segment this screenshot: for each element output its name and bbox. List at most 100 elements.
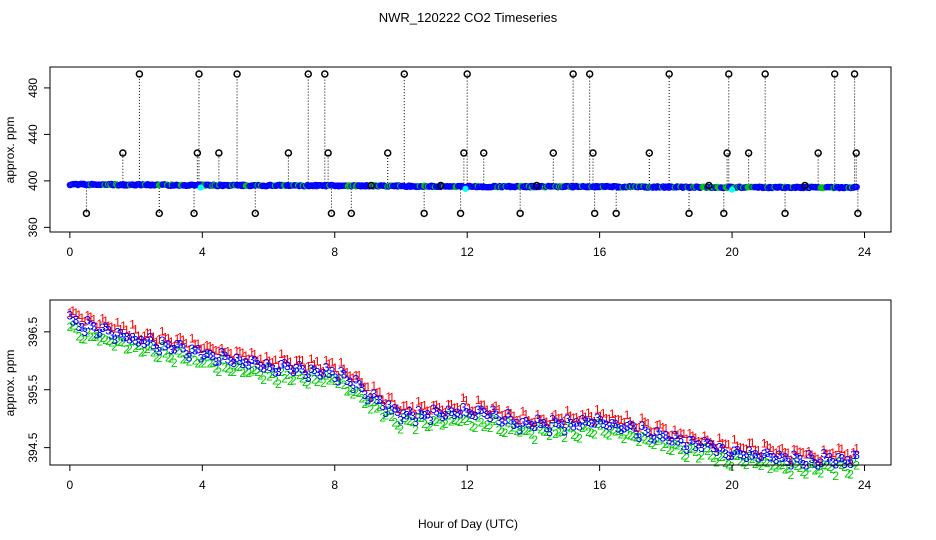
series-3-point: 3: [534, 412, 541, 426]
top-y-tick-label: 440: [26, 124, 40, 144]
series-1-point: 1: [147, 327, 154, 341]
series-2-point: 2: [159, 340, 166, 354]
series-1-point: 1: [296, 353, 303, 367]
spike-point: [420, 209, 428, 218]
series-3-point: 3: [826, 450, 833, 464]
series-2-point: 2: [707, 448, 714, 462]
series-1-point: 1: [853, 441, 860, 455]
series-1-point: 1: [770, 444, 777, 458]
series-2-point: 2: [552, 427, 559, 441]
series-2-point: 2: [719, 450, 726, 464]
series-2-point: 2: [511, 420, 518, 434]
series-1-point: 1: [686, 427, 693, 441]
series-1-point: 1: [433, 398, 440, 412]
series-2-point: 2: [147, 339, 154, 353]
series-2-point: 2: [186, 354, 193, 368]
series-3-point: 3: [618, 423, 625, 437]
series-1-point: 1: [370, 379, 377, 393]
series-2-point: 2: [806, 461, 813, 475]
series-1-point: 1: [210, 342, 217, 356]
series-3-point: 3: [344, 374, 351, 388]
series-1-point: 1: [707, 435, 714, 449]
series-2-point: 2: [785, 462, 792, 476]
series-3-point: 3: [224, 353, 231, 367]
series-3-point: 3: [716, 440, 723, 454]
series-1-point: 1: [254, 354, 261, 368]
series-2-point: 2: [132, 341, 139, 355]
series-3-point: 3: [651, 433, 658, 447]
series-3-point: 3: [683, 443, 690, 457]
series-1-point: 1: [180, 333, 187, 347]
series-2-point: 2: [683, 451, 690, 465]
series-1-point: 1: [674, 428, 681, 442]
series-3-point: 3: [156, 345, 163, 359]
series-2-point: 2: [850, 455, 857, 469]
series-3-point: 3: [162, 339, 169, 353]
series-1-point: 1: [248, 346, 255, 360]
spike-point: [590, 209, 599, 218]
series-1-point: 1: [359, 376, 366, 390]
series-3-point: 3: [183, 347, 190, 361]
series-2-point: 2: [204, 349, 211, 363]
series-1-point: 1: [722, 437, 729, 451]
series-1-point: 1: [421, 399, 428, 413]
series-2-point: 2: [508, 423, 515, 437]
series-2-point: 2: [564, 419, 571, 433]
series-3-point: 3: [540, 417, 547, 431]
series-1-point: 1: [335, 369, 342, 383]
series-2-point: 2: [585, 425, 592, 439]
series-3-point: 3: [704, 436, 711, 450]
series-3-point: 3: [803, 459, 810, 473]
series-1-point: 1: [767, 441, 774, 455]
series-3-point: 3: [466, 407, 473, 421]
series-3-point: 3: [588, 416, 595, 430]
spike-point: [304, 70, 313, 78]
series-3-point: 3: [78, 321, 85, 335]
series-1-point: 1: [731, 432, 738, 446]
series-3-point: 3: [338, 364, 345, 378]
spike-point: [463, 70, 471, 78]
spike-point: [532, 181, 541, 190]
series-3-point: 3: [216, 355, 223, 369]
series-3-point: 3: [192, 344, 199, 358]
spike-point: [82, 209, 91, 218]
series-3-point: 3: [719, 442, 726, 456]
series-1-point: 1: [242, 349, 249, 363]
series-1-point: 1: [81, 314, 88, 328]
series-1-point: 1: [466, 402, 473, 416]
spike-point: [852, 149, 860, 157]
series-3-point: 3: [779, 451, 786, 465]
series-3-point: 3: [567, 417, 574, 431]
series-3-point: 3: [809, 452, 816, 466]
series-1-point: 1: [680, 427, 687, 441]
series-1-point: 1: [600, 406, 607, 420]
spike-point: [723, 149, 731, 157]
series-2-point: 2: [657, 432, 664, 446]
top-panel: 0 4 8 12 16 20 24 360 400 440 480 approx. ppm: [3, 66, 892, 259]
series-3-point: 3: [260, 361, 267, 375]
series-3-point: 3: [177, 337, 184, 351]
series-1-point: 1: [806, 445, 813, 459]
series-3-point: 3: [96, 326, 103, 340]
series-3-point: 3: [728, 449, 735, 463]
series-3-point: 3: [570, 419, 577, 433]
series-1-point: 1: [186, 343, 193, 357]
series-3-point: 3: [257, 359, 264, 373]
series-1-point: 1: [803, 448, 810, 462]
series-1-point: 1: [624, 408, 631, 422]
series-1-point: 1: [713, 442, 720, 456]
series-2-point: 2: [207, 356, 214, 370]
series-1-point: 1: [847, 453, 854, 467]
series-1-point: 1: [126, 329, 133, 343]
top-x-tick-label: 0: [67, 245, 74, 259]
top-plot-frame: [49, 66, 892, 233]
series-2-point: 2: [636, 435, 643, 449]
series-2-point: 2: [579, 421, 586, 435]
series-3-point: 3: [138, 333, 145, 347]
series-1-point: 1: [812, 450, 819, 464]
series-2-point: 2: [323, 369, 330, 383]
series-3-point: 3: [236, 354, 243, 368]
series-2-point: 2: [689, 441, 696, 455]
series-1-point: 1: [621, 416, 628, 430]
series-3-point: 3: [299, 362, 306, 376]
